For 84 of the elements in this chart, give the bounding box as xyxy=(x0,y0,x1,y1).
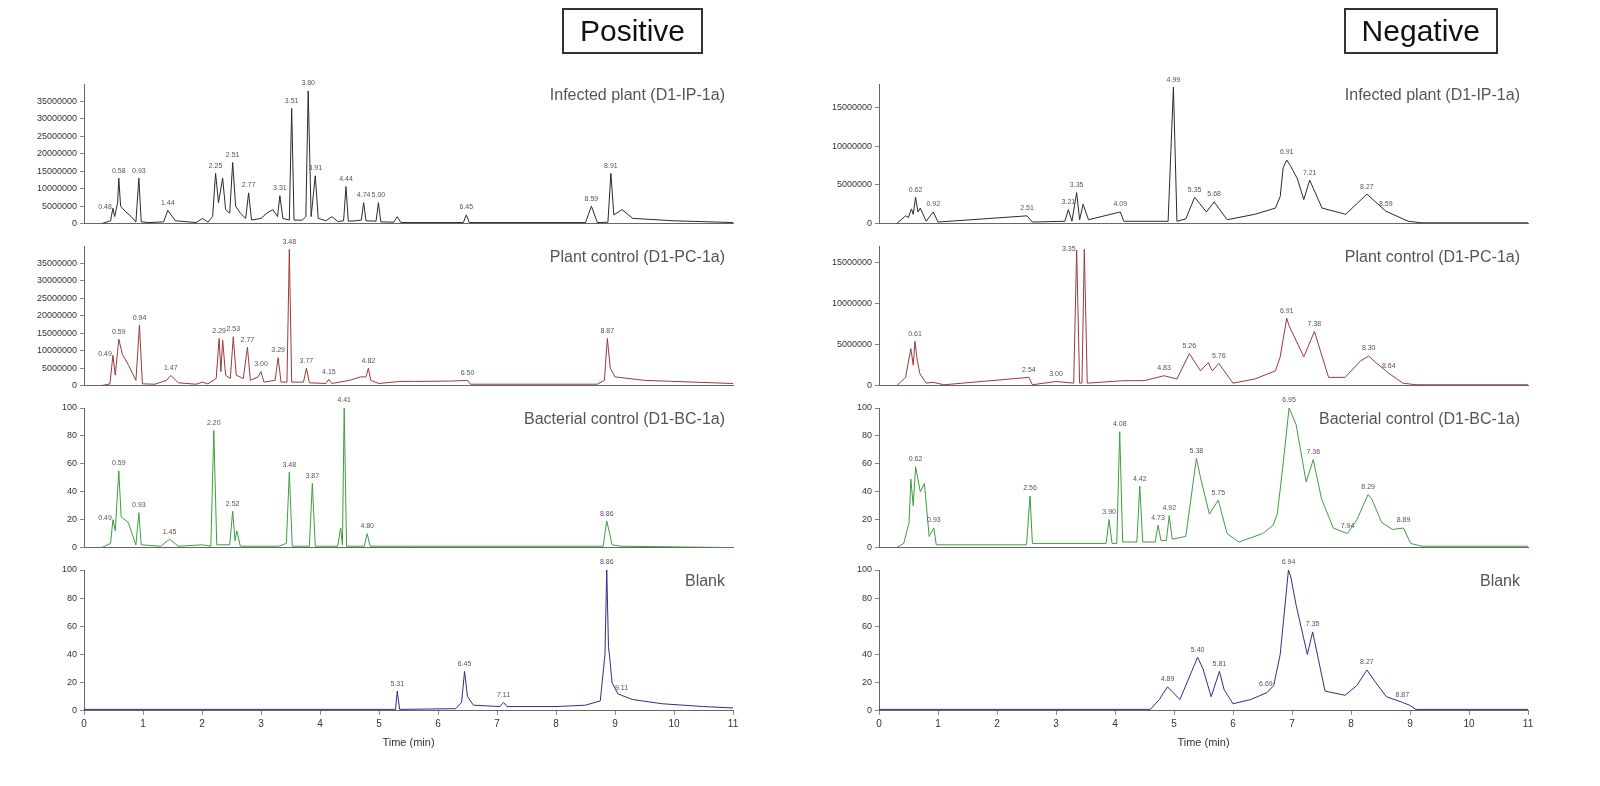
y-tick-label: 30000000 xyxy=(36,275,77,286)
y-tick-label: 20000000 xyxy=(36,310,77,321)
x-axis-title: Time (min) xyxy=(382,736,435,749)
y-tick-label: 60 xyxy=(861,620,872,631)
y-tick-label: 20 xyxy=(66,677,77,688)
y-tick-label: 30000000 xyxy=(36,113,77,124)
y-tick-label: 25000000 xyxy=(36,130,77,141)
x-tick-label: 11 xyxy=(1522,717,1534,729)
chart-title: Positive xyxy=(561,8,703,54)
x-tick-label: 10 xyxy=(1463,717,1475,729)
y-tick-label: 10000000 xyxy=(36,183,77,194)
y-tick-label: 0 xyxy=(71,542,77,553)
y-tick-label: 40 xyxy=(66,648,77,659)
x-tick-label: 0 xyxy=(876,717,883,729)
x-tick-label: 0 xyxy=(81,717,88,729)
y-tick-label: 10000000 xyxy=(831,140,872,151)
y-tick-label: 0 xyxy=(866,705,872,716)
y-tick-label: 10000000 xyxy=(831,297,872,308)
x-tick-label: 7 xyxy=(494,717,501,729)
x-tick-label: 5 xyxy=(376,717,383,729)
y-tick-label: 15000000 xyxy=(36,327,77,338)
y-tick-label: 5000000 xyxy=(41,362,77,373)
y-tick-label: 80 xyxy=(66,430,77,441)
x-tick-label: 8 xyxy=(553,717,560,729)
y-tick-label: 80 xyxy=(861,592,872,603)
y-tick-label: 0 xyxy=(866,542,872,553)
y-tick-label: 35000000 xyxy=(36,257,77,268)
y-tick-label: 60 xyxy=(66,458,77,469)
y-tick-label: 80 xyxy=(861,430,872,441)
x-tick-label: 8 xyxy=(1348,717,1355,729)
y-tick-label: 20000000 xyxy=(36,148,77,159)
y-tick-label: 25000000 xyxy=(36,292,77,303)
y-tick-label: 100 xyxy=(61,402,77,413)
x-tick-label: 4 xyxy=(317,717,324,729)
y-tick-label: 60 xyxy=(66,620,77,631)
annotation: Plant control (D1-PC-1a) xyxy=(1344,248,1520,265)
chart-title: Negative xyxy=(1343,8,1498,54)
y-tick-label: 40 xyxy=(66,486,77,497)
x-tick-label: 6 xyxy=(435,717,442,729)
x-axis-title: Time (min) xyxy=(1177,736,1230,749)
x-tick-label: 1 xyxy=(935,717,942,729)
y-tick-label: 40 xyxy=(861,486,872,497)
y-tick-label: 0 xyxy=(71,380,77,391)
x-tick-label: 1 xyxy=(140,717,147,729)
y-tick-label: 20 xyxy=(66,514,77,525)
y-tick-label: 100 xyxy=(856,402,872,413)
y-tick-label: 5000000 xyxy=(41,200,77,211)
annotation: Bacterial control (D1-BC-1a) xyxy=(1319,410,1520,427)
y-tick-label: 20 xyxy=(861,514,872,525)
x-tick-label: 3 xyxy=(258,717,265,729)
x-tick-label: 7 xyxy=(1289,717,1296,729)
y-tick-label: 0 xyxy=(71,218,77,229)
x-tick-label: 3 xyxy=(1053,717,1060,729)
annotation: Bacterial control (D1-BC-1a) xyxy=(524,410,725,427)
x-tick-label: 4 xyxy=(1112,717,1119,729)
y-tick-label: 100 xyxy=(856,564,872,575)
x-tick-label: 5 xyxy=(1171,717,1178,729)
y-tick-label: 20 xyxy=(861,677,872,688)
x-tick-label: 10 xyxy=(668,717,680,729)
y-tick-label: 5000000 xyxy=(836,339,872,350)
y-tick-label: 60 xyxy=(861,458,872,469)
y-tick-label: 15000000 xyxy=(831,256,872,267)
x-tick-label: 6 xyxy=(1230,717,1237,729)
y-tick-label: 10000000 xyxy=(36,345,77,356)
annotation: Infected plant (D1-IP-1a) xyxy=(549,86,725,103)
y-tick-label: 35000000 xyxy=(36,95,77,106)
y-tick-label: 15000000 xyxy=(36,165,77,176)
annotation: Blank xyxy=(1479,572,1521,589)
annotation: Infected plant (D1-IP-1a) xyxy=(1344,86,1520,103)
x-tick-label: 11 xyxy=(727,717,739,729)
y-tick-label: 0 xyxy=(866,380,872,391)
x-tick-label: 2 xyxy=(199,717,206,729)
x-tick-label: 2 xyxy=(994,717,1001,729)
y-tick-label: 0 xyxy=(866,218,872,229)
x-tick-label: 9 xyxy=(1407,717,1414,729)
y-tick-label: 0 xyxy=(71,705,77,716)
y-tick-label: 80 xyxy=(66,592,77,603)
annotation: Plant control (D1-PC-1a) xyxy=(549,248,725,265)
y-tick-label: 40 xyxy=(861,648,872,659)
y-tick-label: 100 xyxy=(61,564,77,575)
annotation: Blank xyxy=(684,572,726,589)
x-tick-label: 9 xyxy=(612,717,619,729)
y-tick-label: 15000000 xyxy=(831,101,872,112)
y-tick-label: 5000000 xyxy=(836,179,872,190)
